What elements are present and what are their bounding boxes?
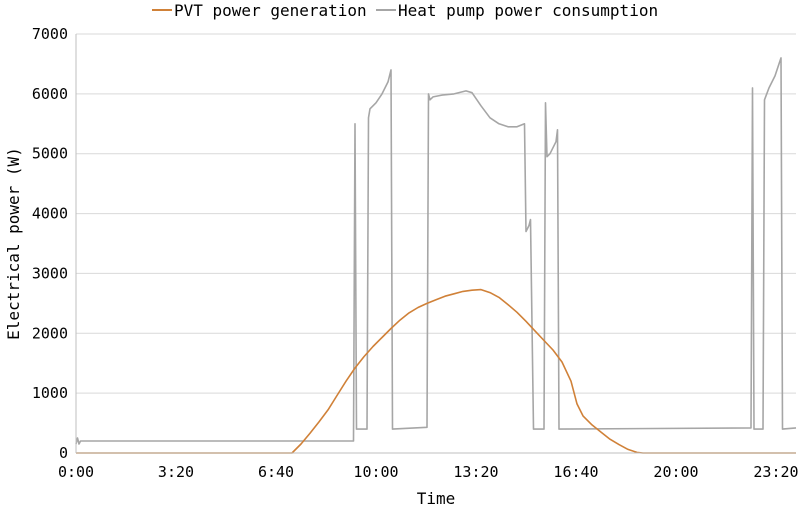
axes: 0 1000 2000 3000 4000 5000 6000 7000 0:00 3:20 6:4… (32, 25, 799, 481)
legend: PVT power generation Heat pump power cons… (152, 1, 658, 20)
x-tick-label: 23:20 (753, 463, 798, 481)
y-tick-label: 0 (59, 444, 68, 462)
y-tick-label: 6000 (32, 85, 68, 103)
series-lines (75, 57, 797, 454)
y-tick-label: 1000 (32, 384, 68, 402)
y-tick-label: 4000 (32, 205, 68, 223)
series-line-1 (76, 288, 796, 454)
grid (76, 33, 796, 394)
x-tick-label: 20:00 (653, 463, 698, 481)
x-axis-title: Time (417, 489, 456, 508)
y-tick-label: 5000 (32, 145, 68, 163)
x-tick-label: 6:40 (258, 463, 294, 481)
series-line-2 (75, 57, 797, 445)
legend-label-2: Heat pump power consumption (398, 1, 658, 20)
legend-label-1: PVT power generation (174, 1, 367, 20)
x-tick-label: 0:00 (58, 463, 94, 481)
x-tick-label: 3:20 (158, 463, 194, 481)
x-tick-label: 10:00 (353, 463, 398, 481)
x-tick-label: 16:40 (553, 463, 598, 481)
y-tick-label: 7000 (32, 25, 68, 43)
y-axis-title: Electrical power (W) (4, 147, 23, 340)
y-tick-label: 3000 (32, 264, 68, 282)
y-tick-label: 2000 (32, 324, 68, 342)
x-tick-label: 13:20 (453, 463, 498, 481)
